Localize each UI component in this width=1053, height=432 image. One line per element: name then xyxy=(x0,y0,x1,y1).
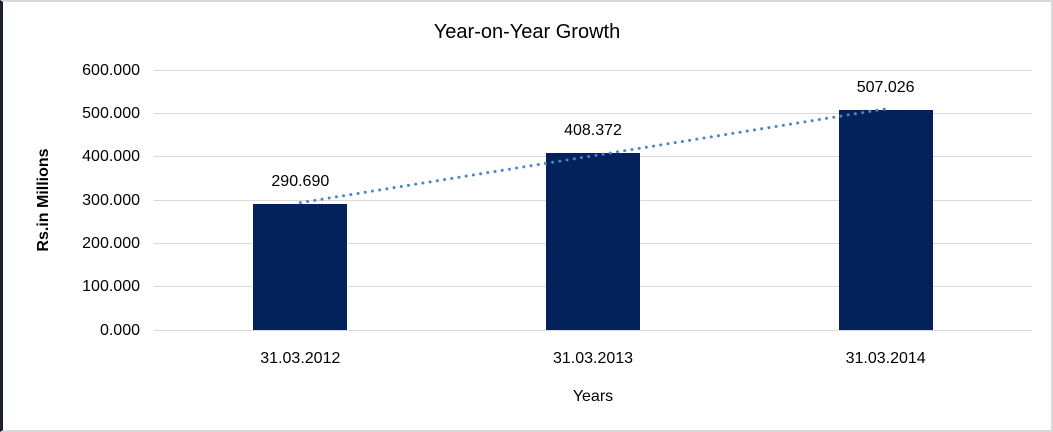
x-tick-label: 31.03.2013 xyxy=(552,350,634,367)
plot-area: 290.690 31.03.2012 408.372 31.03.2013 507.02… xyxy=(3,2,1051,430)
y-tick-label: 600.000 xyxy=(82,61,140,79)
data-label: 408.372 xyxy=(564,122,622,140)
x-tick-label: 31.03.2014 xyxy=(845,350,926,367)
y-tick-label: 100.000 xyxy=(82,278,140,296)
gridline xyxy=(154,69,1032,71)
data-label: 507.026 xyxy=(856,79,915,97)
y-tick-label: 200.000 xyxy=(82,234,140,252)
y-tick-label: 500.000 xyxy=(82,104,140,122)
bar-31.03.2014 xyxy=(838,110,933,330)
bar-31.03.2012 xyxy=(253,204,348,330)
gridline xyxy=(154,329,1032,331)
y-tick-label: 300.000 xyxy=(82,191,140,209)
y-tick-label: 400.000 xyxy=(82,148,140,166)
x-tick-label: 31.03.2012 xyxy=(260,350,341,367)
x-axis-title: Years xyxy=(572,388,614,405)
y-tick-label: 0.000 xyxy=(99,321,140,339)
bar-31.03.2013 xyxy=(546,153,640,330)
chart-title: Year-on-Year Growth xyxy=(433,21,621,43)
data-label: 290.690 xyxy=(271,173,330,191)
